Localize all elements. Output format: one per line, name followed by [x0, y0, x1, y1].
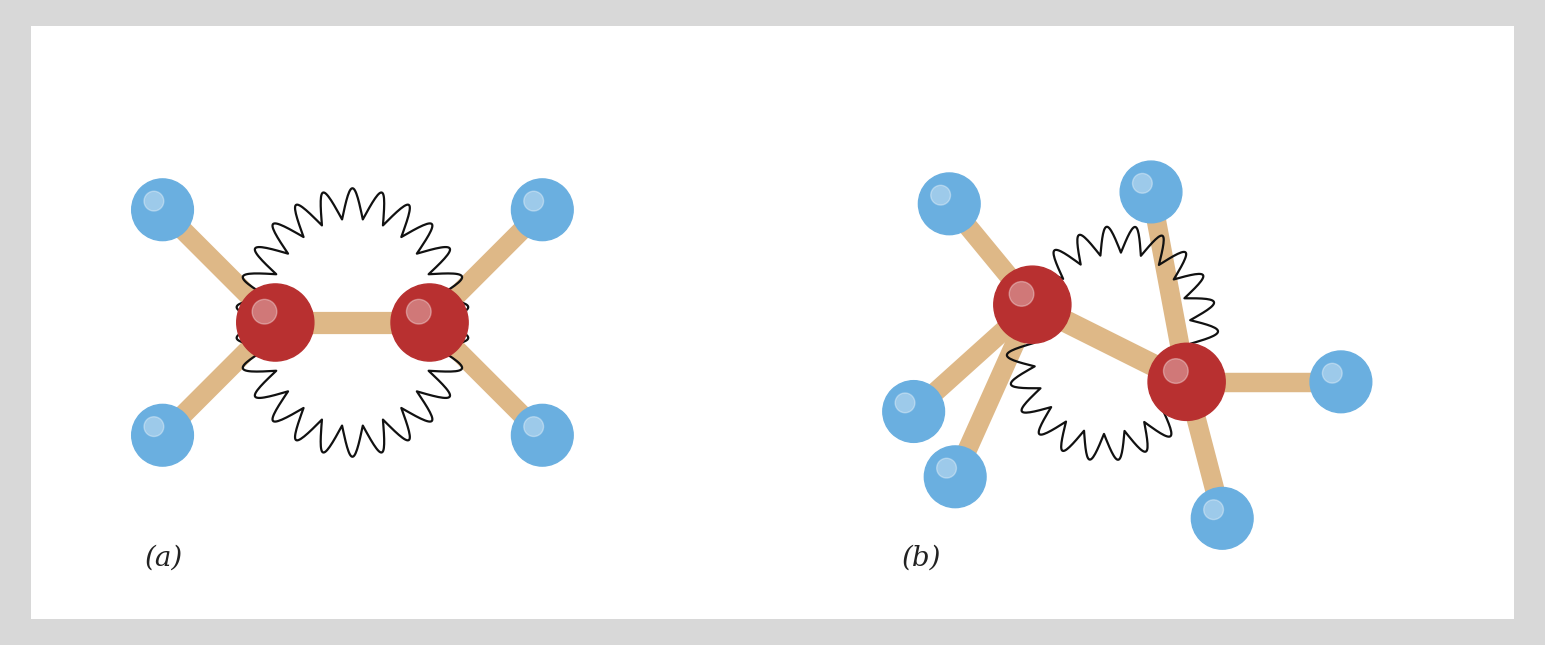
- Circle shape: [1204, 500, 1224, 520]
- Text: (a): (a): [145, 545, 182, 571]
- Circle shape: [131, 404, 193, 466]
- Circle shape: [236, 284, 314, 361]
- Circle shape: [1163, 359, 1188, 383]
- Circle shape: [924, 446, 986, 508]
- Circle shape: [391, 284, 468, 361]
- Circle shape: [1148, 343, 1225, 421]
- Circle shape: [993, 266, 1071, 343]
- Circle shape: [406, 299, 431, 324]
- Circle shape: [511, 179, 573, 241]
- Circle shape: [1120, 161, 1182, 223]
- Circle shape: [1132, 174, 1153, 194]
- Circle shape: [144, 191, 164, 211]
- Circle shape: [895, 393, 915, 413]
- Circle shape: [131, 179, 193, 241]
- Circle shape: [524, 191, 544, 211]
- Circle shape: [524, 417, 544, 437]
- Circle shape: [1310, 351, 1372, 413]
- Text: (b): (b): [902, 545, 941, 571]
- Circle shape: [882, 381, 944, 442]
- Circle shape: [144, 417, 164, 437]
- Circle shape: [252, 299, 277, 324]
- Circle shape: [930, 185, 950, 205]
- Circle shape: [1191, 488, 1253, 549]
- Circle shape: [936, 458, 956, 478]
- Circle shape: [1323, 363, 1343, 383]
- Circle shape: [1009, 282, 1034, 306]
- FancyBboxPatch shape: [15, 20, 1530, 625]
- Circle shape: [918, 173, 980, 235]
- Circle shape: [511, 404, 573, 466]
